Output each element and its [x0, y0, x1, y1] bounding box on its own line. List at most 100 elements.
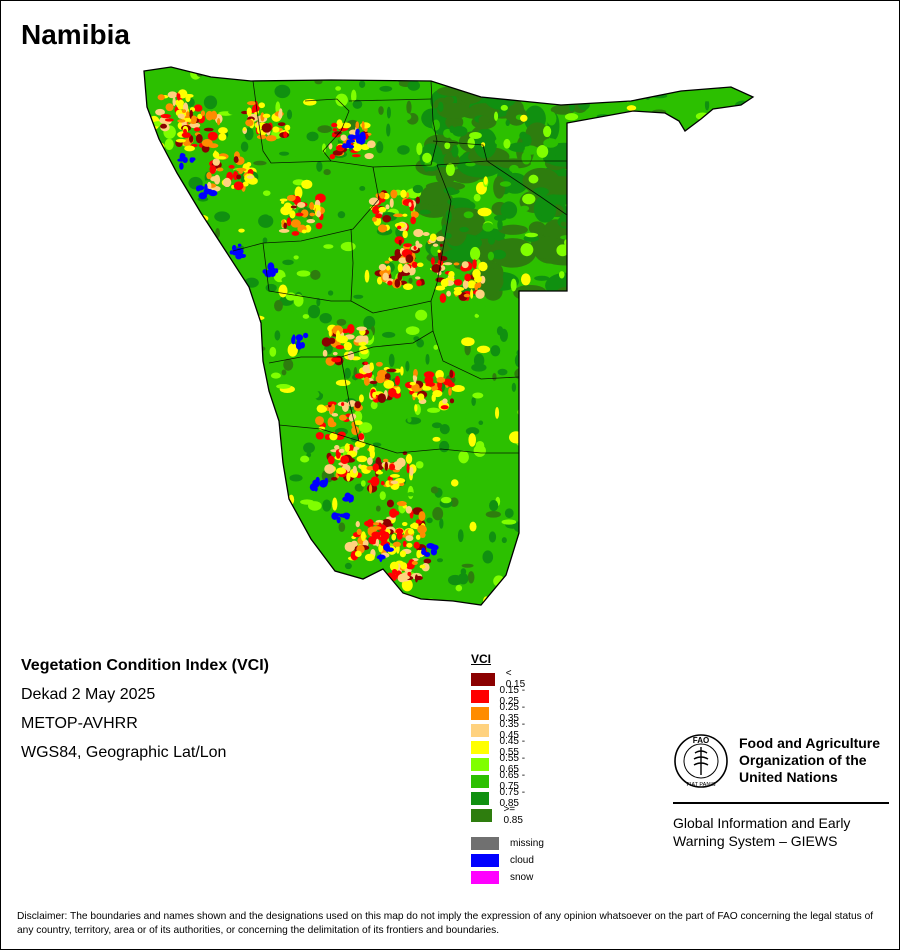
vci-patch — [663, 477, 676, 483]
vci-patch — [416, 262, 424, 268]
vci-patch — [472, 392, 484, 399]
vci-patch — [405, 453, 413, 464]
vci-patch — [392, 541, 401, 547]
vci-patch — [398, 334, 411, 348]
vci-patch — [337, 335, 349, 344]
vci-patch — [289, 210, 296, 219]
vci-patch — [714, 111, 723, 123]
vci-patch — [672, 127, 684, 142]
vci-patch — [265, 283, 277, 292]
vci-patch — [424, 164, 430, 172]
cloud-patch — [347, 144, 355, 149]
vci-patch — [246, 107, 252, 117]
vci-patch — [407, 416, 412, 423]
vci-patch — [366, 465, 375, 471]
vci-patch — [274, 84, 291, 99]
vci-patch — [209, 382, 215, 392]
vci-patch — [170, 429, 186, 443]
vci-patch — [476, 568, 490, 583]
vci-patch — [246, 554, 260, 566]
vci-patch — [371, 603, 386, 605]
vci-patch — [279, 198, 288, 202]
vci-patch — [461, 261, 469, 269]
vci-patch — [261, 490, 274, 504]
vci-patch — [543, 138, 559, 148]
vci-patch — [291, 305, 298, 314]
vci-patch — [148, 464, 159, 473]
vci-patch — [328, 142, 333, 150]
vci-patch — [436, 558, 444, 563]
cloud-patch — [314, 486, 318, 492]
vci-patch — [279, 151, 290, 156]
vci-patch — [155, 526, 171, 539]
vci-patch — [682, 200, 693, 215]
vci-patch — [224, 268, 240, 279]
vci-patch — [482, 434, 495, 440]
vci-patch — [177, 119, 186, 123]
vci-patch — [640, 417, 647, 431]
vci-patch — [247, 101, 257, 106]
vci-patch — [570, 380, 577, 394]
vci-patch — [417, 393, 425, 401]
vci-patch — [653, 512, 659, 518]
vci-patch — [697, 141, 707, 147]
vci-patch — [613, 579, 622, 593]
vci-patch — [148, 310, 161, 320]
vci-patch — [283, 222, 288, 229]
legend-label: cloud — [510, 854, 534, 866]
vci-patch — [605, 223, 610, 231]
vci-patch — [284, 124, 291, 131]
cloud-patch — [303, 332, 309, 339]
vci-patch — [400, 575, 410, 580]
vci-patch — [332, 325, 344, 335]
cloud-patch — [296, 338, 301, 348]
vci-patch — [306, 219, 316, 224]
vci-patch — [635, 402, 645, 415]
vci-patch — [396, 500, 407, 507]
vci-patch — [146, 155, 160, 164]
vci-patch — [496, 479, 501, 488]
vci-patch — [185, 94, 191, 103]
vci-patch — [209, 485, 223, 492]
vci-patch — [258, 102, 266, 109]
vci-patch — [315, 416, 324, 426]
vci-patch — [363, 315, 376, 330]
vci-patch — [301, 179, 313, 190]
vci-patch — [726, 146, 740, 152]
vci-patch — [386, 499, 394, 508]
vci-patch — [501, 519, 517, 525]
vci-patch — [465, 427, 480, 436]
vci-legend: VCI < 0.15 0.15 - 0.25 0.25 - 0.35 0.35 … — [471, 652, 544, 884]
vci-patch — [464, 475, 477, 485]
vci-patch — [237, 276, 243, 283]
vci-patch — [501, 537, 507, 544]
vci-patch — [375, 538, 380, 547]
vci-patch — [602, 498, 616, 504]
vci-patch — [412, 184, 424, 194]
vci-patch — [283, 358, 294, 371]
vci-patch — [418, 511, 426, 522]
vci-patch — [598, 167, 604, 178]
vci-patch — [603, 445, 618, 459]
vci-patch — [389, 463, 396, 471]
legend-label: missing — [510, 837, 544, 849]
vci-patch — [436, 376, 446, 383]
legend-swatch — [471, 740, 489, 754]
fao-name-line: Food and Agriculture — [739, 735, 881, 751]
legend-swatch — [471, 706, 489, 720]
vci-patch — [202, 227, 210, 233]
vci-patch — [215, 461, 226, 476]
vci-patch — [300, 499, 314, 505]
fao-name-line: United Nations — [739, 769, 838, 785]
vci-patch — [233, 181, 244, 191]
vci-patch — [713, 339, 723, 349]
vci-patch — [220, 481, 228, 486]
vci-patch — [431, 422, 443, 429]
vci-patch — [405, 192, 410, 199]
cloud-patch — [383, 543, 391, 551]
vci-patch — [603, 362, 609, 370]
vci-patch — [423, 371, 435, 379]
vci-patch — [448, 270, 455, 278]
vci-patch — [262, 190, 271, 197]
vci-patch — [557, 601, 566, 605]
